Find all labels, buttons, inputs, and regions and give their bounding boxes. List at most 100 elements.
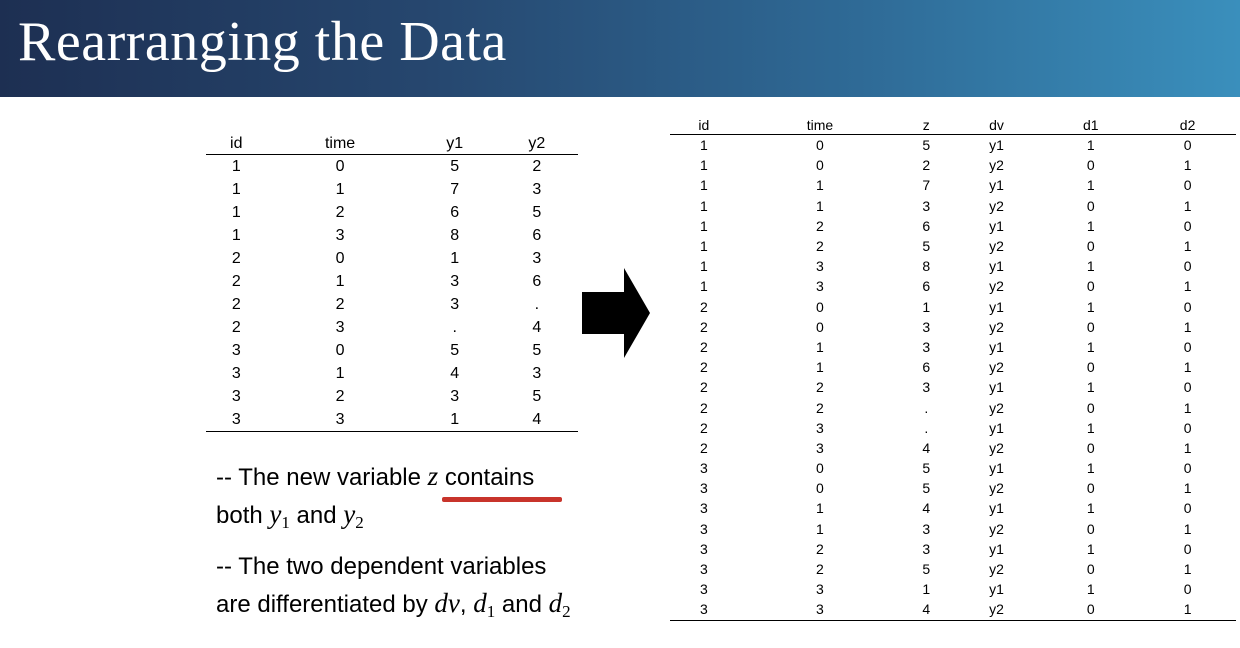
table-cell: 0 (1086, 399, 1095, 416)
table-cell: 5 (450, 157, 460, 175)
table-cell: y1 (989, 581, 1004, 598)
table-cell: 1 (1139, 599, 1236, 621)
table-cell: 1 (922, 298, 931, 315)
table-cell: 1 (1086, 460, 1095, 477)
table-row: 3 3 1 y1 1 0 (670, 579, 1236, 599)
table-cell: y2 (989, 359, 1004, 376)
table-cell: 1 (699, 137, 708, 154)
table-row: 3 0 5 y2 0 1 (670, 478, 1236, 498)
table-row: 2 1 3 y1 1 0 (670, 337, 1236, 357)
table-cell: 2 (816, 540, 824, 557)
table-cell: . (534, 295, 540, 313)
table-cell: 2 (231, 272, 241, 290)
table-cell: 4 (495, 408, 578, 432)
table-cell: 1 (1086, 338, 1095, 355)
note-new-variable: -- The new variable z contains both y1 a… (216, 461, 535, 532)
table-cell: 1 (1086, 217, 1095, 234)
table-cell: y2 (950, 599, 1043, 621)
table-cell: 1 (1183, 197, 1192, 214)
table-cell: 0 (335, 157, 345, 175)
table-cell: 3 (231, 364, 241, 382)
table-cell: 3 (699, 500, 708, 517)
table-cell: 3 (335, 318, 345, 336)
table-cell: 3 (266, 408, 414, 432)
table-row: 1 0 2 y2 0 1 (670, 155, 1236, 175)
table-cell: 2 (816, 217, 824, 234)
wide-header-cell: y2 (495, 134, 578, 155)
table-cell: 3 (670, 599, 738, 621)
table-cell: 1 (1086, 298, 1095, 315)
table-cell: y1 (989, 137, 1004, 154)
table-cell: 3 (922, 318, 931, 335)
table-cell: 2 (816, 399, 824, 416)
table-cell: 3 (450, 272, 460, 290)
table-cell: 4 (902, 599, 951, 621)
table-cell: 4 (922, 500, 931, 517)
table-cell: 7 (450, 180, 460, 198)
table-cell: 1 (231, 180, 241, 198)
table-cell: 3 (816, 581, 824, 598)
table-cell: 1 (1183, 238, 1192, 255)
right-arrow-icon (582, 268, 650, 358)
table-cell: 1 (922, 581, 931, 598)
table-row: 1 3 8 6 (206, 224, 578, 247)
title-bar: Rearranging the Data (0, 0, 1240, 97)
table-row: 2 3. y1 1 0 (670, 418, 1236, 438)
table-cell: y2 (989, 278, 1004, 295)
table-cell: 1 (1183, 318, 1192, 335)
table-cell: 1 (1183, 439, 1192, 456)
table-cell: 3 (816, 419, 824, 436)
table-cell: 1 (231, 203, 241, 221)
long-header-cell: dv (950, 116, 1043, 135)
var-y1: y1 (269, 499, 290, 532)
table-cell: y2 (989, 157, 1004, 174)
table-cell: 2 (699, 419, 708, 436)
table-cell: 1 (1086, 500, 1095, 517)
table-cell: . (924, 399, 929, 416)
table-cell: 0 (1086, 520, 1095, 537)
table-cell: 3 (922, 520, 931, 537)
table-cell: 1 (816, 197, 824, 214)
table-cell: 2 (816, 238, 824, 255)
table-cell: 2 (922, 157, 931, 174)
table-cell: 6 (922, 278, 931, 295)
table-cell: 0 (1183, 419, 1192, 436)
table-cell: 1 (1086, 379, 1095, 396)
table-row: 2 1 3 6 (206, 270, 578, 293)
table-cell: 0 (1086, 197, 1095, 214)
table-cell: 2 (699, 439, 708, 456)
table-cell: 2 (699, 359, 708, 376)
table-cell: y2 (989, 520, 1004, 537)
table-cell: 1 (1183, 399, 1192, 416)
table-cell: 1 (1183, 359, 1192, 376)
long-table-body: 1 0 5 y1 1 0 1 0 2 y2 0 1 1 1 7 y1 1 0 1 1 3 y2 0 1 1 2 6 y1 1 0 1 2 5 y2… (670, 135, 1236, 621)
table-cell: y2 (989, 561, 1004, 578)
table-cell: 0 (816, 137, 824, 154)
table-cell: 4 (450, 364, 460, 382)
table-cell: 3 (532, 249, 542, 267)
table-cell: 0 (1086, 480, 1095, 497)
table-cell: 0 (1183, 540, 1192, 557)
table-row: 2 2 3. (206, 293, 578, 316)
table-row: 3 1 4 3 (206, 362, 578, 385)
table-cell: 2 (699, 399, 708, 416)
table-cell: 3 (450, 387, 460, 405)
table-cell: 3 (699, 520, 708, 537)
table-cell: 0 (1183, 581, 1192, 598)
table-cell: 2 (699, 318, 708, 335)
table-cell: 2 (231, 249, 241, 267)
table-cell: 3 (532, 180, 542, 198)
table-cell: y1 (989, 258, 1004, 275)
table-cell: y1 (989, 460, 1004, 477)
table-cell: 1 (335, 180, 345, 198)
table-cell: 2 (231, 295, 241, 313)
table-cell: 0 (1086, 318, 1095, 335)
table-cell: 1 (335, 272, 345, 290)
table-cell: 0 (1086, 238, 1095, 255)
table-cell: 2 (699, 298, 708, 315)
table-row: 2 0 3 y2 0 1 (670, 317, 1236, 337)
table-cell: 5 (922, 561, 931, 578)
